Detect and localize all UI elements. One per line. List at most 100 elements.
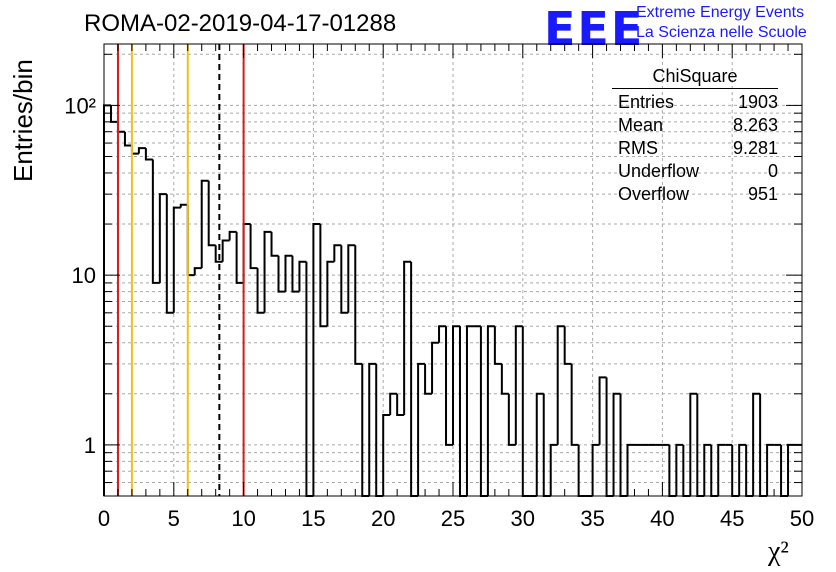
x-tick-label: 0 bbox=[98, 506, 110, 531]
histogram-bin bbox=[242, 223, 251, 283]
histogram-bin bbox=[396, 393, 405, 417]
histogram-bin bbox=[389, 392, 398, 416]
stats-box: ChiSquare Entries 1903 Mean 8.263 RMS 9.281… bbox=[612, 66, 778, 206]
stats-row-overflow: Overflow 951 bbox=[612, 183, 778, 206]
histogram-bin bbox=[535, 392, 544, 496]
x-tick-label: 25 bbox=[441, 506, 465, 531]
y-tick-label: 10 bbox=[72, 263, 96, 288]
x-tick-label: 30 bbox=[511, 506, 535, 531]
histogram-bin bbox=[424, 363, 433, 395]
histogram-bin bbox=[193, 267, 202, 276]
x-tick-label: 20 bbox=[371, 506, 395, 531]
histogram-bin bbox=[486, 325, 495, 496]
stats-label: Entries bbox=[618, 92, 675, 112]
histogram-bin bbox=[549, 443, 558, 496]
histogram-bin bbox=[766, 443, 775, 496]
y-tick-label: 1 bbox=[84, 433, 96, 458]
histogram-bin bbox=[507, 393, 516, 446]
histogram-bin bbox=[144, 148, 153, 161]
histogram-bin bbox=[570, 363, 579, 446]
histogram-bin bbox=[479, 326, 488, 497]
histogram-bin bbox=[598, 376, 607, 445]
histogram-bin bbox=[689, 392, 698, 496]
histogram-bin bbox=[717, 443, 726, 496]
stats-value: 0 bbox=[767, 161, 778, 181]
histogram-bin bbox=[703, 443, 712, 496]
x-tick-label: 50 bbox=[790, 506, 814, 531]
histogram-bin bbox=[326, 260, 335, 327]
chart-title: ROMA-02-2019-04-17-01288 bbox=[84, 10, 397, 37]
histogram-bin bbox=[151, 159, 160, 284]
histogram-bin bbox=[277, 255, 286, 293]
histogram-bin bbox=[137, 147, 146, 154]
stats-title: ChiSquare bbox=[612, 66, 778, 89]
x-tick-label: 45 bbox=[720, 506, 744, 531]
x-tick-label: 5 bbox=[168, 506, 180, 531]
stats-row-underflow: Underflow 0 bbox=[612, 160, 778, 183]
histogram-bin bbox=[284, 254, 293, 292]
histogram-bin bbox=[312, 223, 321, 496]
logo-line-2: La Scienza nelle Scuole bbox=[636, 24, 807, 41]
histogram-bin bbox=[172, 206, 181, 313]
y-axis-label: Entries/bin bbox=[8, 59, 38, 182]
histogram-bin bbox=[123, 131, 132, 147]
histogram-bin bbox=[361, 363, 370, 497]
histogram-bin bbox=[375, 363, 384, 497]
histogram-bin bbox=[354, 245, 363, 365]
histogram-bin bbox=[591, 443, 600, 496]
histogram-bin bbox=[493, 326, 502, 365]
histogram-bin bbox=[186, 204, 195, 277]
histogram-bin bbox=[214, 245, 223, 263]
eee-logo: EEE bbox=[544, 2, 645, 56]
stats-row-mean: Mean 8.263 bbox=[612, 114, 778, 137]
histogram-bin bbox=[612, 392, 621, 496]
histogram-bin bbox=[452, 325, 460, 445]
histogram-bin bbox=[626, 443, 635, 496]
histogram-bin bbox=[445, 326, 453, 446]
histogram-bin bbox=[382, 414, 391, 496]
histogram-bin bbox=[319, 224, 328, 328]
histogram-bin bbox=[521, 326, 530, 497]
histogram-bin bbox=[179, 203, 188, 208]
histogram-bin bbox=[458, 326, 467, 497]
x-axis-label: χ² bbox=[768, 536, 789, 567]
stats-row-rms: RMS 9.281 bbox=[612, 137, 778, 160]
histogram-bin bbox=[103, 104, 111, 496]
stats-value: 1903 bbox=[737, 92, 778, 112]
histogram-bin bbox=[291, 255, 300, 293]
histogram-bin bbox=[500, 363, 509, 395]
histogram-bin bbox=[417, 362, 426, 496]
histogram-bin bbox=[368, 362, 377, 496]
histogram-bin bbox=[347, 244, 356, 313]
histogram-bin bbox=[675, 443, 684, 496]
histogram-bin bbox=[200, 179, 209, 269]
stats-row-entries: Entries 1903 bbox=[612, 91, 778, 114]
x-tick-label: 10 bbox=[231, 506, 255, 531]
histogram-bin bbox=[431, 341, 440, 394]
histogram-bin bbox=[514, 325, 523, 445]
stats-value: 9.281 bbox=[732, 138, 778, 158]
histogram-bin bbox=[130, 145, 139, 155]
histogram-bin bbox=[752, 392, 761, 496]
histogram-bin bbox=[165, 194, 174, 314]
histogram-bin bbox=[738, 443, 747, 496]
histogram-bin bbox=[605, 377, 614, 497]
stats-value: 8.263 bbox=[732, 115, 778, 135]
x-tick-label: 35 bbox=[580, 506, 604, 531]
histogram-bin bbox=[158, 193, 167, 283]
histogram-bin bbox=[563, 326, 572, 365]
logo-line-1: Extreme Energy Events bbox=[636, 4, 805, 21]
histogram-bin bbox=[465, 325, 474, 496]
histogram-bin bbox=[249, 224, 258, 270]
histogram-bin bbox=[228, 230, 237, 241]
histogram-bin bbox=[333, 244, 342, 262]
stats-value: 951 bbox=[747, 184, 778, 204]
histogram-bin bbox=[116, 121, 125, 133]
x-tick-label: 40 bbox=[650, 506, 674, 531]
histogram-bin bbox=[263, 230, 272, 313]
histogram-bin bbox=[298, 260, 307, 292]
histogram-bin bbox=[438, 325, 447, 343]
stats-label: Mean bbox=[618, 115, 664, 135]
histogram-bin bbox=[556, 325, 565, 445]
